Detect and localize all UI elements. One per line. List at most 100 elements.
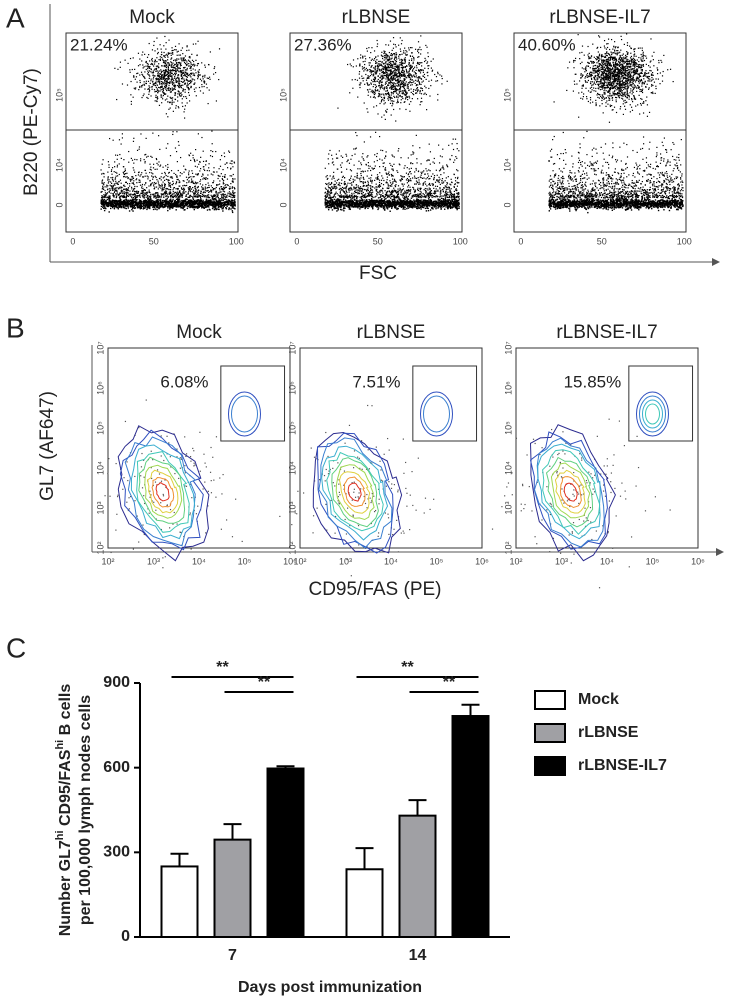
- event-dot: [110, 208, 111, 209]
- event-dot: [207, 78, 208, 79]
- event-dot: [171, 75, 172, 76]
- event-dot: [189, 61, 190, 62]
- event-dot: [230, 168, 231, 169]
- event-dot: [432, 185, 433, 186]
- event-dot: [157, 207, 158, 208]
- event-dot: [184, 209, 185, 210]
- event-dot: [127, 63, 128, 64]
- event-dot: [376, 71, 377, 72]
- event-dot: [188, 87, 189, 88]
- event-dot: [198, 63, 199, 64]
- event-dot: [133, 180, 134, 181]
- event-dot: [197, 206, 198, 207]
- event-dot: [174, 70, 175, 71]
- event-dot: [416, 67, 417, 68]
- event-dot: [373, 60, 374, 61]
- event-dot: [137, 193, 138, 194]
- event-dot: [139, 206, 140, 207]
- event-dot: [189, 200, 190, 201]
- event-dot: [213, 188, 214, 189]
- event-dot: [149, 190, 150, 191]
- event-dot: [413, 63, 414, 64]
- event-dot: [183, 188, 184, 189]
- event-dot: [453, 174, 454, 175]
- event-dot: [153, 45, 154, 46]
- event-dot: [225, 187, 226, 188]
- event-dot: [327, 195, 328, 196]
- event-dot: [180, 64, 181, 65]
- event-dot: [418, 76, 419, 77]
- event-dot: [186, 194, 187, 195]
- event-dot: [224, 191, 225, 192]
- event-dot: [217, 196, 218, 197]
- event-dot: [149, 78, 150, 79]
- event-dot: [379, 91, 380, 92]
- event-dot: [167, 96, 168, 97]
- event-dot: [406, 51, 407, 52]
- event-dot: [180, 68, 181, 69]
- event-dot: [405, 109, 406, 110]
- event-dot: [172, 70, 173, 71]
- event-dot: [374, 197, 375, 198]
- event-dot: [390, 67, 391, 68]
- event-dot: [223, 183, 224, 184]
- event-dot: [161, 72, 162, 73]
- event-dot: [175, 69, 176, 70]
- event-dot: [393, 93, 394, 94]
- event-dot: [159, 79, 160, 80]
- event-dot: [191, 54, 192, 55]
- event-dot: [147, 68, 148, 69]
- event-dot: [190, 153, 191, 154]
- event-dot: [389, 59, 390, 60]
- event-dot: [127, 195, 128, 196]
- event-dot: [152, 207, 153, 208]
- event-dot: [200, 183, 201, 184]
- event-dot: [111, 201, 112, 202]
- event-dot: [396, 66, 397, 67]
- event-dot: [219, 188, 220, 189]
- event-dot: [164, 60, 165, 61]
- event-dot: [141, 186, 142, 187]
- event-dot: [415, 83, 416, 84]
- event-dot: [149, 70, 150, 71]
- event-dot: [374, 50, 375, 51]
- event-dot: [123, 172, 124, 173]
- event-dot: [161, 54, 162, 55]
- event-dot: [369, 71, 370, 72]
- event-dot: [168, 109, 169, 110]
- event-dot: [160, 187, 161, 188]
- event-dot: [198, 203, 199, 204]
- event-dot: [161, 196, 162, 197]
- event-dot: [156, 61, 157, 62]
- event-dot: [126, 199, 127, 200]
- event-dot: [172, 90, 173, 91]
- event-dot: [148, 85, 149, 86]
- event-dot: [205, 184, 206, 185]
- event-dot: [130, 195, 131, 196]
- event-dot: [189, 56, 190, 57]
- event-dot: [410, 67, 411, 68]
- event-dot: [213, 196, 214, 197]
- event-dot: [143, 190, 144, 191]
- event-dot: [133, 199, 134, 200]
- event-dot: [423, 94, 424, 95]
- event-dot: [387, 98, 388, 99]
- event-dot: [416, 73, 417, 74]
- event-dot: [132, 199, 133, 200]
- event-dot: [327, 183, 328, 184]
- event-dot: [170, 185, 171, 186]
- event-dot: [425, 45, 426, 46]
- event-dot: [222, 176, 223, 177]
- event-dot: [128, 190, 129, 191]
- event-dot: [185, 185, 186, 186]
- event-dot: [420, 90, 421, 91]
- event-dot: [405, 92, 406, 93]
- event-dot: [388, 100, 389, 101]
- event-dot: [156, 199, 157, 200]
- event-dot: [392, 85, 393, 86]
- event-dot: [175, 202, 176, 203]
- event-dot: [145, 202, 146, 203]
- event-dot: [412, 52, 413, 53]
- event-dot: [404, 197, 405, 198]
- event-dot: [175, 89, 176, 90]
